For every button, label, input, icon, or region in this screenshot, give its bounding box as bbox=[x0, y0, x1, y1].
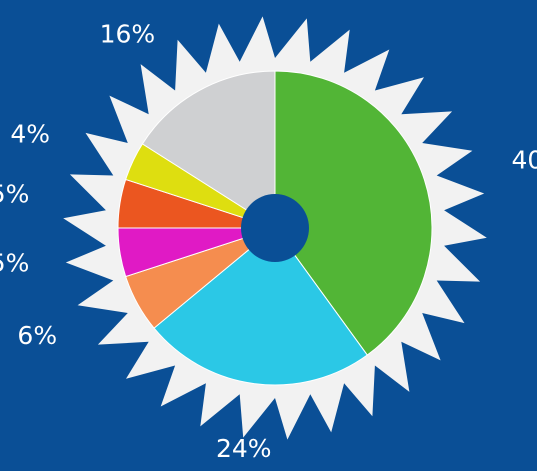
slice-label-7: 16% bbox=[100, 20, 156, 49]
slice-label-4: 5% bbox=[0, 249, 29, 278]
slice-label-2: 24% bbox=[216, 434, 272, 463]
pie-slice-1 bbox=[274, 70, 433, 356]
slice-label-6: 4% bbox=[10, 120, 50, 149]
slice-labels: 40% 24% 6% 5% 5% 4% 16% bbox=[0, 20, 537, 464]
slice-label-1: 40% bbox=[512, 145, 537, 174]
pie-slice-2 bbox=[153, 227, 368, 386]
slice-label-3: 6% bbox=[17, 321, 57, 350]
pie-slice-7 bbox=[141, 70, 276, 229]
center-hole bbox=[241, 194, 309, 262]
pie-slices bbox=[117, 70, 433, 386]
slice-label-5: 5% bbox=[0, 179, 29, 208]
